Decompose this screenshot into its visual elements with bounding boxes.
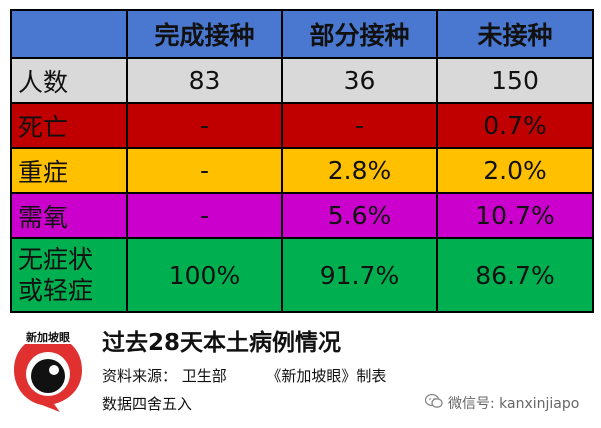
wechat-watermark: 微信号: kanxinjiapo [424, 393, 580, 413]
table-row-oxygen: 需氧 - 5.6% 10.7% [10, 192, 594, 239]
table-cell: 10.7% [436, 192, 594, 239]
rounding-note: 数据四舍五入 [102, 395, 193, 413]
table-cell: 100% [126, 237, 283, 313]
table-cell: 0.7% [436, 102, 594, 149]
table-cell: - [126, 102, 283, 149]
row-label-count: 人数 [10, 57, 128, 104]
source-label: 资料来源： [102, 367, 178, 385]
wechat-icon [424, 393, 443, 413]
table-cell: - [126, 147, 283, 194]
row-label-mild-line2: 或轻症 [18, 276, 94, 305]
row-label-mild: 无症状 或轻症 [10, 237, 128, 313]
row-label-death: 死亡 [10, 102, 128, 149]
header-corner [10, 9, 128, 59]
wechat-id: 微信号: kanxinjiapo [448, 396, 580, 412]
table-cell: 91.7% [281, 237, 438, 313]
stats-table-container: 完成接种 部分接种 未接种 人数 83 36 150 死亡 - - 0.7% 重… [10, 9, 594, 321]
svg-text:新加坡眼: 新加坡眼 [26, 330, 70, 344]
header-row: 完成接种 部分接种 未接种 [10, 9, 594, 59]
header-partially-vaccinated: 部分接种 [281, 9, 438, 59]
table-cell: 5.6% [281, 192, 438, 239]
source-value: 卫生部 [181, 367, 227, 385]
header-unvaccinated: 未接种 [436, 9, 594, 59]
table-row-mild: 无症状 或轻症 100% 91.7% 86.7% [10, 237, 594, 313]
header-fully-vaccinated: 完成接种 [126, 9, 283, 59]
table-cell: - [126, 192, 283, 239]
page-title: 过去28天本土病例情况 [102, 330, 342, 356]
table-cell: - [281, 102, 438, 149]
stats-table: 完成接种 部分接种 未接种 人数 83 36 150 死亡 - - 0.7% 重… [10, 9, 594, 313]
made-by: 《新加坡眼》制表 [266, 367, 387, 385]
table-cell: 150 [436, 57, 594, 104]
table-row-death: 死亡 - - 0.7% [10, 102, 594, 149]
table-row-severe: 重症 - 2.8% 2.0% [10, 147, 594, 194]
table-cell: 2.0% [436, 147, 594, 194]
table-cell: 86.7% [436, 237, 594, 313]
row-label-oxygen: 需氧 [10, 192, 128, 239]
row-label-mild-line1: 无症状 [18, 245, 94, 274]
row-label-severe: 重症 [10, 147, 128, 194]
table-cell: 83 [126, 57, 283, 104]
table-cell: 36 [281, 57, 438, 104]
table-row-count: 人数 83 36 150 [10, 57, 594, 104]
table-cell: 2.8% [281, 147, 438, 194]
source-line: 资料来源： 卫生部 《新加坡眼》制表 [102, 365, 386, 386]
brand-logo: 新加坡眼 [10, 328, 86, 414]
